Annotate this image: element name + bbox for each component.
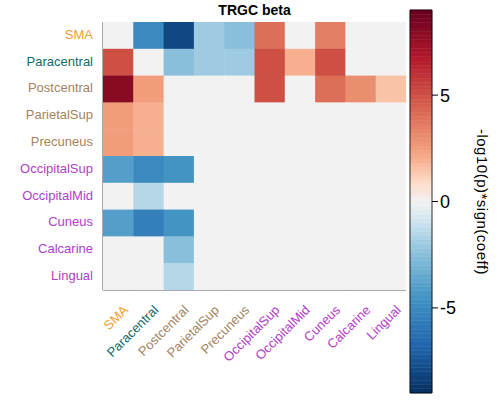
svg-text:5: 5 bbox=[440, 86, 450, 106]
svg-text:Precuneus: Precuneus bbox=[31, 134, 94, 149]
svg-text:Paracentral: Paracentral bbox=[27, 54, 94, 69]
svg-text:Calcarine: Calcarine bbox=[38, 241, 93, 256]
svg-text:Cuneus: Cuneus bbox=[300, 302, 344, 345]
svg-text:Postcentral: Postcentral bbox=[135, 302, 192, 359]
svg-text:SMA: SMA bbox=[65, 27, 94, 42]
svg-text:Cuneus: Cuneus bbox=[48, 214, 93, 229]
svg-text:Paracentral: Paracentral bbox=[103, 302, 162, 360]
svg-text:OccipitalSup: OccipitalSup bbox=[220, 302, 283, 365]
svg-text:ParietalSup: ParietalSup bbox=[26, 107, 93, 122]
html-text:-log10(p)*sign(coeff): -log10(p)*sign(coeff) bbox=[473, 128, 491, 276]
svg-text:Precuneus: Precuneus bbox=[197, 302, 253, 357]
svg-text:OccipitalMid: OccipitalMid bbox=[22, 188, 93, 203]
svg-text:Lingual: Lingual bbox=[363, 302, 403, 342]
svg-text:0: 0 bbox=[440, 192, 450, 212]
svg-text:Postcentral: Postcentral bbox=[28, 80, 93, 95]
svg-text:Calcarine: Calcarine bbox=[324, 302, 373, 351]
html-text:TRGC beta: TRGC beta bbox=[218, 2, 291, 18]
svg-text:OccipitalSup: OccipitalSup bbox=[20, 161, 93, 176]
svg-text:OccipitalMid: OccipitalMid bbox=[252, 302, 313, 363]
svg-text:-5: -5 bbox=[440, 298, 456, 318]
svg-text:SMA: SMA bbox=[100, 302, 132, 333]
svg-text:ParietalSup: ParietalSup bbox=[163, 302, 222, 361]
svg-text:Lingual: Lingual bbox=[51, 268, 93, 283]
